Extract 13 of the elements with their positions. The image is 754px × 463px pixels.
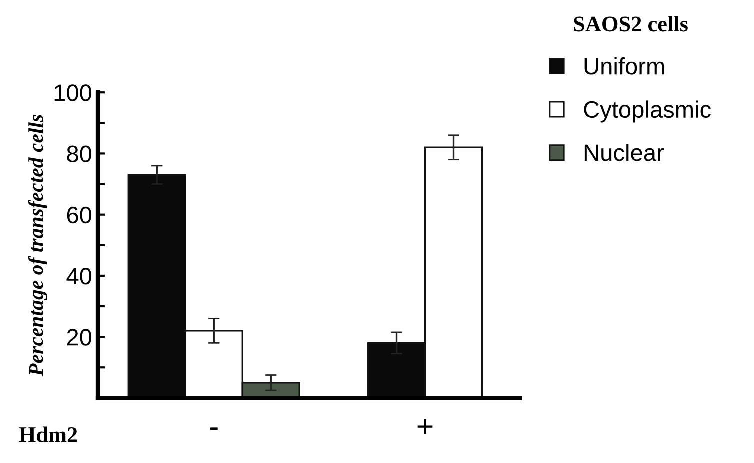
legend-label: Nuclear [584, 144, 664, 162]
y-axis-title: Percentage of transfected cells [28, 114, 48, 376]
y-tick-label: 100 [54, 84, 92, 102]
legend-label: Uniform [584, 57, 664, 75]
y-tick-label: 40 [66, 268, 92, 285]
legend-title: SAOS2 cells [574, 16, 688, 32]
x-axis-title: Hdm2 [19, 426, 78, 442]
x-tick-label: + [418, 419, 433, 434]
y-tick-label: 60 [67, 206, 92, 224]
y-tick-label: 20 [67, 329, 92, 346]
legend-label: Cytoplasmic [584, 100, 711, 123]
x-tick-label: - [210, 428, 218, 430]
y-tick-label: 80 [67, 146, 92, 163]
